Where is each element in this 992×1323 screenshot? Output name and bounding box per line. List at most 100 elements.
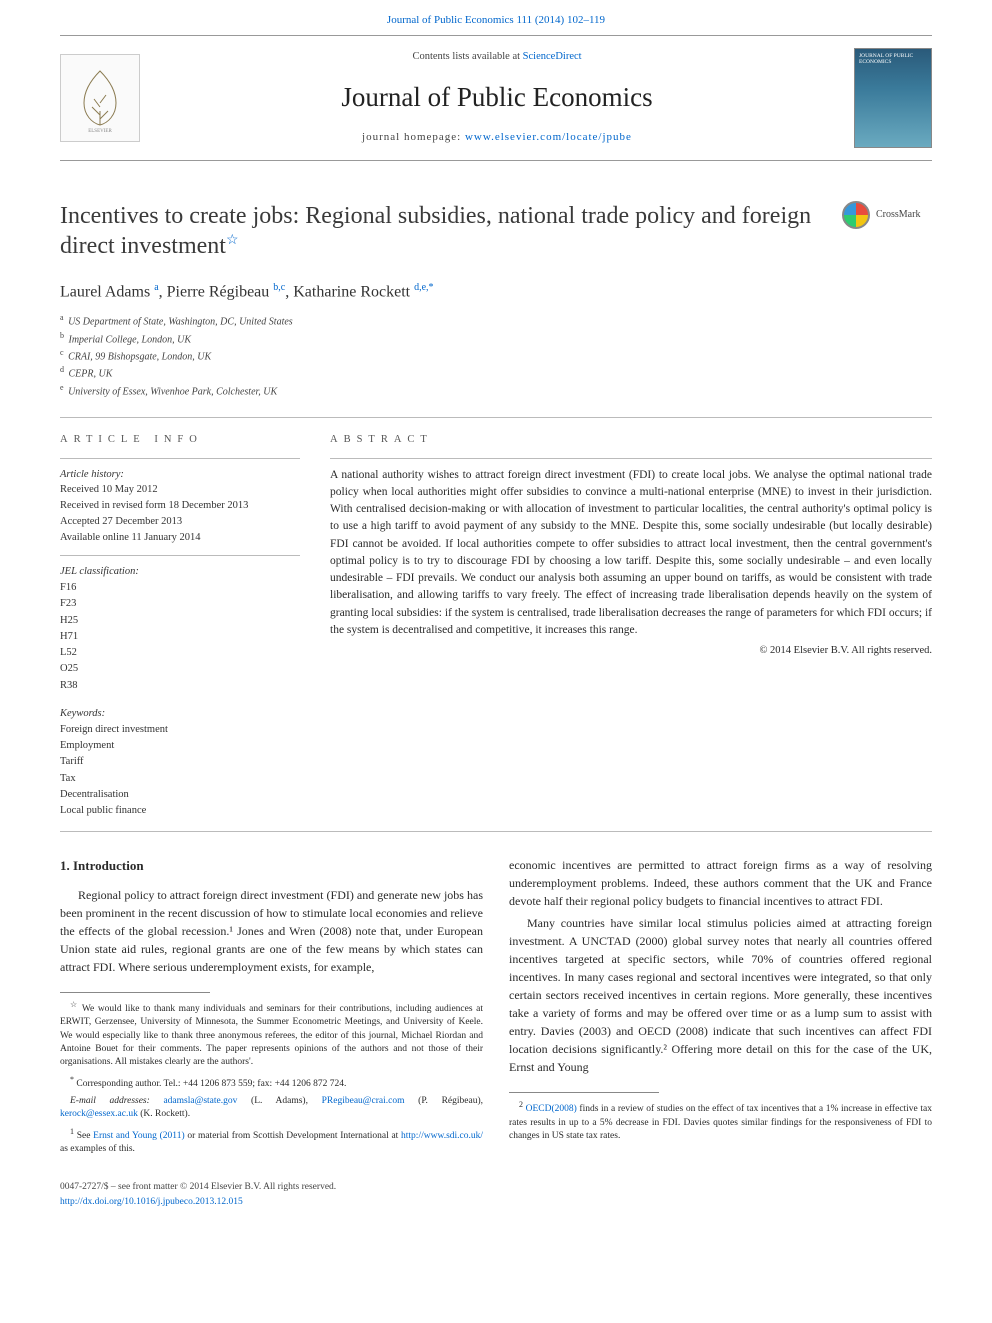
masthead: ELSEVIER Contents lists available at Sci…: [60, 35, 932, 161]
affil-mark: c: [60, 348, 64, 357]
masthead-center: Contents lists available at ScienceDirec…: [158, 49, 836, 146]
footnote-text: as examples of this.: [60, 1144, 135, 1154]
footnote-marker: 2: [519, 1100, 523, 1109]
email-who: (P. Régibeau): [418, 1096, 480, 1106]
title-footnote-marker[interactable]: ☆: [226, 233, 239, 248]
email-link[interactable]: kerock@essex.ac.uk: [60, 1109, 138, 1119]
body-paragraph: economic incentives are permitted to att…: [509, 856, 932, 910]
history-item: Available online 11 January 2014: [60, 530, 300, 546]
abstract-copyright: © 2014 Elsevier B.V. All rights reserved…: [330, 643, 932, 659]
author-name: Pierre Régibeau: [167, 283, 270, 300]
journal-homepage-link[interactable]: www.elsevier.com/locate/jpube: [465, 131, 632, 143]
section-heading: 1. Introduction: [60, 856, 483, 876]
journal-name: Journal of Public Economics: [158, 77, 836, 118]
history-label: Article history:: [60, 467, 300, 483]
journal-citation-link[interactable]: Journal of Public Economics 111 (2014) 1…: [387, 14, 605, 26]
article-title-text: Incentives to create jobs: Regional subs…: [60, 203, 811, 260]
history-item: Received 10 May 2012: [60, 482, 300, 498]
affil-text: Imperial College, London, UK: [69, 334, 192, 345]
journal-cover-thumb: JOURNAL OF PUBLIC ECONOMICS: [854, 48, 932, 148]
affiliation: a US Department of State, Washington, DC…: [60, 312, 932, 329]
footnote-rule: [509, 1092, 659, 1093]
footnote-text: or material from Scottish Development In…: [185, 1131, 401, 1141]
svg-text:ELSEVIER: ELSEVIER: [88, 129, 112, 133]
footnote-text: See: [77, 1131, 93, 1141]
affiliation: e University of Essex, Wivenhoe Park, Co…: [60, 382, 932, 399]
footnote-1: 1 See Ernst and Young (2011) or material…: [60, 1126, 483, 1157]
article-info-column: article info Article history: Received 1…: [60, 432, 300, 819]
affil-mark: e: [60, 383, 64, 392]
body-left-column: 1. Introduction Regional policy to attra…: [60, 856, 483, 1160]
abstract-heading: abstract: [330, 432, 932, 448]
email-who: (K. Rockett).: [140, 1109, 190, 1119]
crossmark-label: CrossMark: [876, 207, 920, 222]
body-paragraph: Many countries have similar local stimul…: [509, 914, 932, 1076]
email-who: (L. Adams): [251, 1096, 306, 1106]
author-affil-mark[interactable]: d,e,*: [414, 282, 433, 293]
author-name: Katharine Rockett: [293, 283, 410, 300]
affil-mark: d: [60, 365, 64, 374]
abstract-column: abstract A national authority wishes to …: [330, 432, 932, 819]
email-label: E-mail addresses:: [70, 1096, 150, 1106]
left-footnotes: ☆ We would like to thank many individual…: [60, 999, 483, 1156]
contents-prefix: Contents lists available at: [412, 51, 522, 62]
crossmark-icon: [842, 201, 870, 229]
section-title: Introduction: [73, 858, 144, 873]
jel-code: H25: [60, 613, 300, 629]
keyword: Tariff: [60, 754, 300, 770]
keywords-label: Keywords:: [60, 706, 300, 722]
footnote-marker: 1: [70, 1127, 74, 1136]
footnote-text: We would like to thank many individuals …: [60, 1004, 483, 1067]
body-paragraph: Regional policy to attract foreign direc…: [60, 886, 483, 976]
keyword: Employment: [60, 738, 300, 754]
footnote-rule: [60, 992, 210, 993]
affiliation: c CRAI, 99 Bishopsgate, London, UK: [60, 347, 932, 364]
footnote-star: ☆ We would like to thank many individual…: [60, 999, 483, 1070]
jel-code: L52: [60, 645, 300, 661]
footnote-emails: E-mail addresses: adamsla@state.gov (L. …: [60, 1095, 483, 1122]
author-name: Laurel Adams: [60, 283, 150, 300]
citation-link[interactable]: Ernst and Young (2011): [93, 1131, 184, 1141]
jel-code: F23: [60, 596, 300, 612]
history-item: Received in revised form 18 December 201…: [60, 498, 300, 514]
divider: [330, 458, 932, 459]
footnote-corresponding: * Corresponding author. Tel.: +44 1206 8…: [60, 1074, 483, 1091]
article-title: Incentives to create jobs: Regional subs…: [60, 201, 822, 262]
email-link[interactable]: PRegibeau@crai.com: [322, 1096, 405, 1106]
affiliations: a US Department of State, Washington, DC…: [60, 312, 932, 399]
email-link[interactable]: adamsla@state.gov: [163, 1096, 237, 1106]
url-link[interactable]: http://www.sdi.co.uk/: [401, 1131, 483, 1141]
keyword: Decentralisation: [60, 787, 300, 803]
footnote-2: 2 OECD(2008) finds in a review of studie…: [509, 1099, 932, 1143]
author-affil-mark[interactable]: b,c: [273, 282, 285, 293]
author-affil-mark[interactable]: a: [154, 282, 158, 293]
affiliation: b Imperial College, London, UK: [60, 330, 932, 347]
front-matter-line: 0047-2727/$ – see front matter © 2014 El…: [60, 1180, 932, 1194]
contents-line: Contents lists available at ScienceDirec…: [158, 49, 836, 65]
citation-link[interactable]: OECD(2008): [526, 1105, 577, 1115]
keyword: Foreign direct investment: [60, 722, 300, 738]
crossmark-widget[interactable]: CrossMark: [842, 201, 932, 229]
keyword: Tax: [60, 771, 300, 787]
divider: [60, 831, 932, 832]
homepage-prefix: journal homepage:: [362, 131, 465, 143]
authors-line: Laurel Adams a, Pierre Régibeau b,c, Kat…: [60, 280, 932, 304]
affil-text: CEPR, UK: [69, 369, 113, 380]
page-footer: 0047-2727/$ – see front matter © 2014 El…: [60, 1180, 932, 1209]
article-info-heading: article info: [60, 432, 300, 448]
affil-text: University of Essex, Wivenhoe Park, Colc…: [68, 386, 277, 397]
keyword: Local public finance: [60, 803, 300, 819]
jel-code: R38: [60, 678, 300, 694]
divider: [60, 555, 300, 556]
affil-text: CRAI, 99 Bishopsgate, London, UK: [68, 351, 211, 362]
footnote-text: Corresponding author. Tel.: +44 1206 873…: [76, 1079, 346, 1089]
footnote-marker: *: [70, 1075, 74, 1084]
jel-label: JEL classification:: [60, 564, 300, 580]
right-footnotes: 2 OECD(2008) finds in a review of studie…: [509, 1099, 932, 1143]
jel-code: F16: [60, 580, 300, 596]
sciencedirect-link[interactable]: ScienceDirect: [523, 51, 582, 62]
abstract-text: A national authority wishes to attract f…: [330, 467, 932, 640]
cover-title: JOURNAL OF PUBLIC ECONOMICS: [859, 53, 927, 65]
doi-link[interactable]: http://dx.doi.org/10.1016/j.jpubeco.2013…: [60, 1197, 243, 1207]
jel-code: H71: [60, 629, 300, 645]
